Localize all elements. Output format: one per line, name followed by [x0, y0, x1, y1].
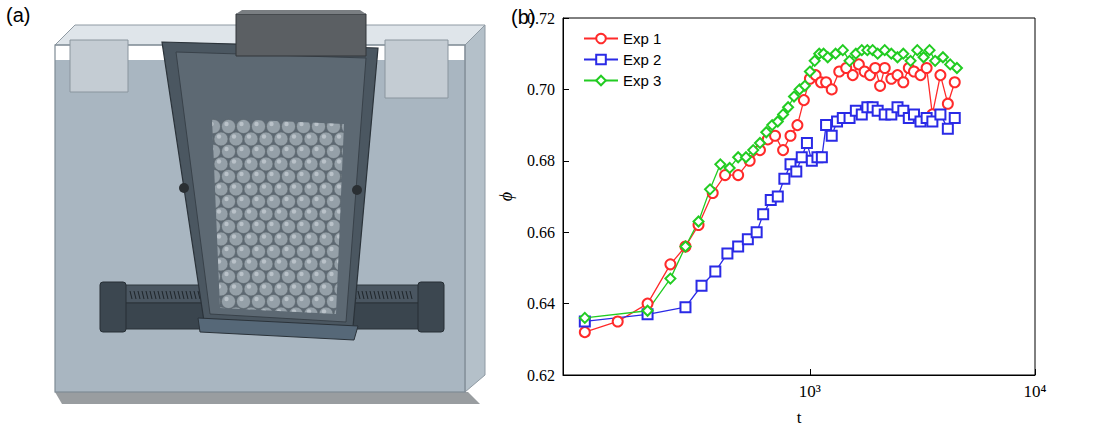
svg-text:10⁴: 10⁴ — [1024, 382, 1047, 401]
svg-text:0.64: 0.64 — [527, 295, 555, 312]
svg-text:0.66: 0.66 — [527, 224, 555, 241]
svg-text:ϕ: ϕ — [496, 192, 516, 201]
svg-text:(a): (a) — [6, 4, 30, 26]
svg-text:0.70: 0.70 — [527, 81, 555, 98]
svg-text:Exp 2: Exp 2 — [623, 51, 661, 68]
svg-text:10³: 10³ — [799, 382, 821, 401]
svg-text:0.62: 0.62 — [527, 367, 555, 384]
svg-text:Exp 1: Exp 1 — [623, 30, 661, 47]
svg-text:(b): (b) — [511, 6, 535, 28]
svg-text:t: t — [797, 408, 802, 427]
svg-text:Exp 3: Exp 3 — [623, 72, 661, 89]
svg-text:0.72: 0.72 — [527, 9, 555, 27]
svg-text:0.68: 0.68 — [527, 152, 555, 169]
